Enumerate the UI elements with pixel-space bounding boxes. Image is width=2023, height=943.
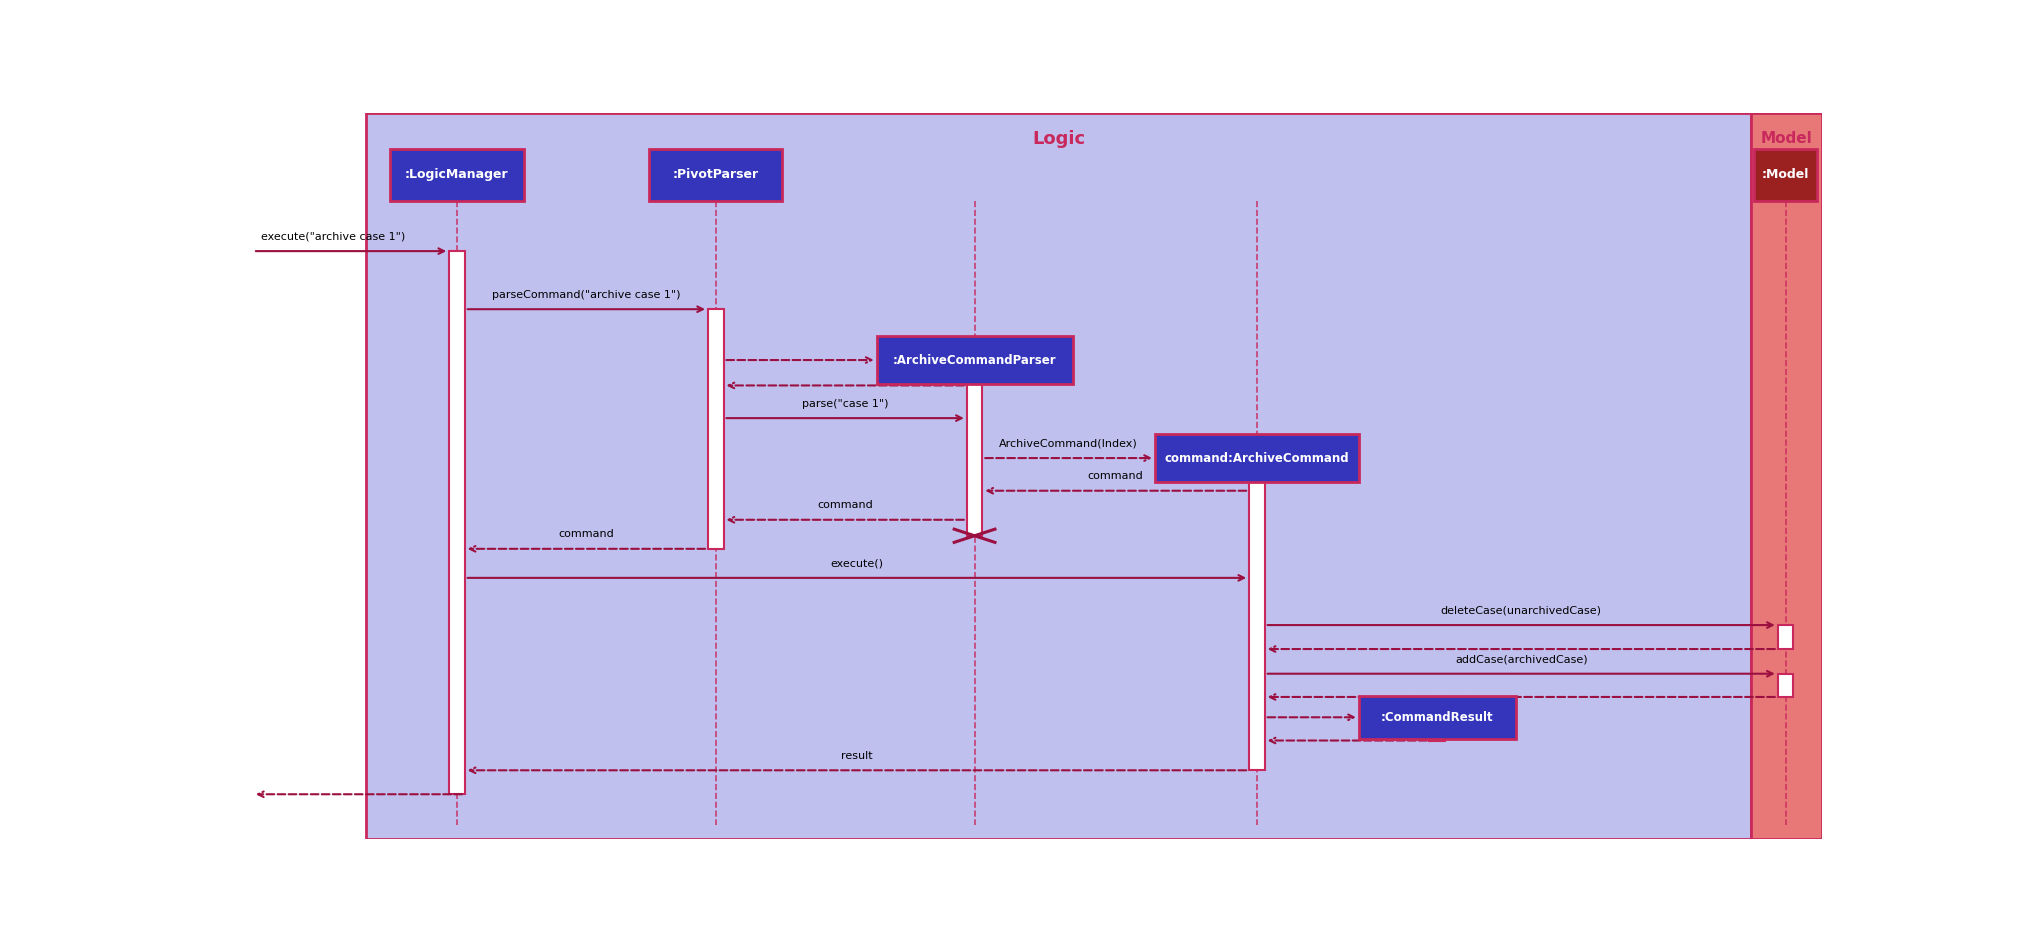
Text: ArchiveCommand(Index): ArchiveCommand(Index) [999, 438, 1137, 449]
FancyBboxPatch shape [390, 149, 524, 201]
FancyBboxPatch shape [366, 113, 1750, 839]
FancyBboxPatch shape [1750, 113, 1821, 839]
FancyBboxPatch shape [1155, 435, 1357, 482]
Text: deleteCase(unarchivedCase): deleteCase(unarchivedCase) [1440, 605, 1600, 616]
Text: Model: Model [1760, 131, 1811, 146]
FancyBboxPatch shape [1357, 696, 1515, 739]
Text: parse("case 1"): parse("case 1") [801, 399, 888, 408]
Text: addCase(archivedCase): addCase(archivedCase) [1455, 654, 1586, 664]
FancyBboxPatch shape [649, 149, 783, 201]
FancyBboxPatch shape [1754, 149, 1817, 201]
Text: execute("archive case 1"): execute("archive case 1") [261, 232, 405, 241]
FancyBboxPatch shape [1428, 718, 1444, 740]
FancyBboxPatch shape [1776, 625, 1792, 649]
Text: Logic: Logic [1032, 129, 1084, 147]
FancyBboxPatch shape [967, 360, 981, 536]
Text: :LogicManager: :LogicManager [405, 169, 508, 181]
FancyBboxPatch shape [708, 309, 724, 549]
Text: :CommandResult: :CommandResult [1380, 711, 1493, 724]
Text: command: command [1086, 472, 1143, 481]
Text: parseCommand("archive case 1"): parseCommand("archive case 1") [492, 290, 680, 300]
Text: result: result [842, 751, 872, 761]
Text: :PivotParser: :PivotParser [672, 169, 759, 181]
Text: command: command [817, 501, 872, 510]
Text: execute(): execute() [829, 558, 882, 569]
FancyBboxPatch shape [1248, 458, 1264, 770]
Text: command:ArchiveCommand: command:ArchiveCommand [1163, 452, 1349, 465]
FancyBboxPatch shape [876, 337, 1072, 384]
FancyBboxPatch shape [449, 251, 465, 794]
FancyBboxPatch shape [1776, 673, 1792, 697]
Text: :ArchiveCommandParser: :ArchiveCommandParser [892, 354, 1056, 367]
Text: :Model: :Model [1760, 169, 1809, 181]
Text: command: command [558, 529, 613, 539]
